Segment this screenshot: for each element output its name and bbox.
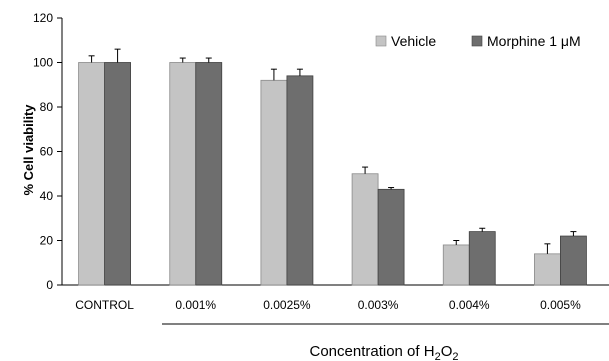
y-tick-label: 20 xyxy=(40,234,54,248)
bar-morphine xyxy=(104,62,131,286)
bar-morphine xyxy=(560,235,587,286)
y-tick-label: 40 xyxy=(40,189,54,203)
bar-vehicle xyxy=(78,62,105,286)
x-tick-label: 0.004% xyxy=(449,298,490,312)
y-tick-label: 100 xyxy=(33,56,53,70)
bar-vehicle xyxy=(169,62,197,286)
legend-label-morphine: Morphine 1 μM xyxy=(487,33,581,49)
bar-vehicle xyxy=(351,173,379,286)
bars xyxy=(78,62,587,286)
bar-vehicle xyxy=(260,79,288,286)
y-axis: 0 20 40 60 80 100 120 xyxy=(33,11,609,292)
x-axis-tick-labels: CONTROL 0.001% 0.0025% 0.003% 0.004% 0.005% xyxy=(75,298,581,312)
y-tick-label: 80 xyxy=(40,100,54,114)
y-tick-label: 120 xyxy=(33,11,53,25)
legend-swatch-vehicle xyxy=(375,35,387,47)
x-tick-label: CONTROL xyxy=(75,298,134,312)
x-axis-title: Concentration of H2O2 xyxy=(310,343,459,361)
legend: Vehicle Morphine 1 μM xyxy=(375,33,581,49)
x-tick-label: 0.001% xyxy=(175,298,216,312)
bar-morphine xyxy=(286,75,314,286)
x-tick-label: 0.005% xyxy=(540,298,581,312)
legend-swatch-morphine xyxy=(471,35,483,47)
y-tick-label: 0 xyxy=(46,278,53,292)
y-tick-label: 60 xyxy=(40,145,54,159)
bar-vehicle xyxy=(442,244,470,286)
y-axis-title: % Cell viability xyxy=(21,104,36,196)
bar-morphine xyxy=(468,231,496,286)
x-tick-label: 0.0025% xyxy=(263,298,311,312)
bar-morphine xyxy=(195,62,223,286)
error-bars xyxy=(88,48,577,254)
x-tick-label: 0.003% xyxy=(358,298,399,312)
bar-morphine xyxy=(377,188,405,286)
bar-vehicle xyxy=(534,253,561,286)
legend-label-vehicle: Vehicle xyxy=(391,33,436,49)
